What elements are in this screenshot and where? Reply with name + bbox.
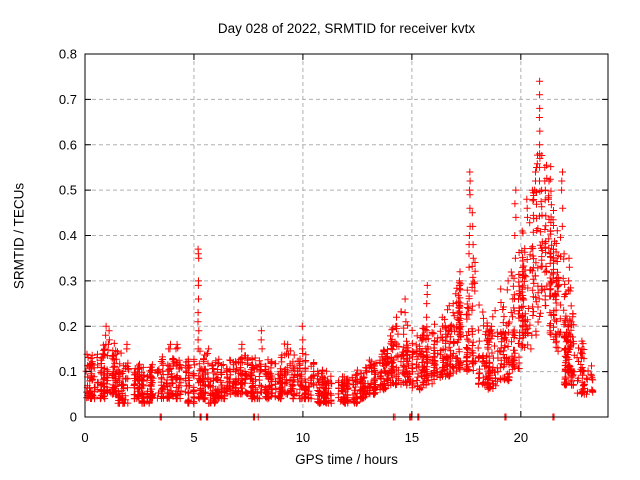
y-tick-label: 0 (70, 410, 77, 425)
x-tick-label: 10 (296, 430, 310, 445)
y-tick-label: 0.7 (59, 92, 77, 107)
x-tick-label: 5 (190, 430, 197, 445)
x-axis-title: GPS time / hours (295, 452, 398, 467)
scatter-points (82, 77, 597, 421)
y-tick-label: 0.8 (59, 47, 77, 62)
y-tick-label: 0.6 (59, 137, 77, 152)
x-tick-label: 15 (405, 430, 419, 445)
x-tick-label: 0 (81, 430, 88, 445)
y-tick-label: 0.2 (59, 319, 77, 334)
y-tick-label: 0.4 (59, 228, 77, 243)
y-tick-label: 0.5 (59, 183, 77, 198)
chart-title: Day 028 of 2022, SRMTID for receiver kvt… (217, 21, 476, 36)
y-tick-label: 0.1 (59, 364, 77, 379)
x-tick-label: 20 (514, 430, 528, 445)
y-tick-label: 0.3 (59, 273, 77, 288)
